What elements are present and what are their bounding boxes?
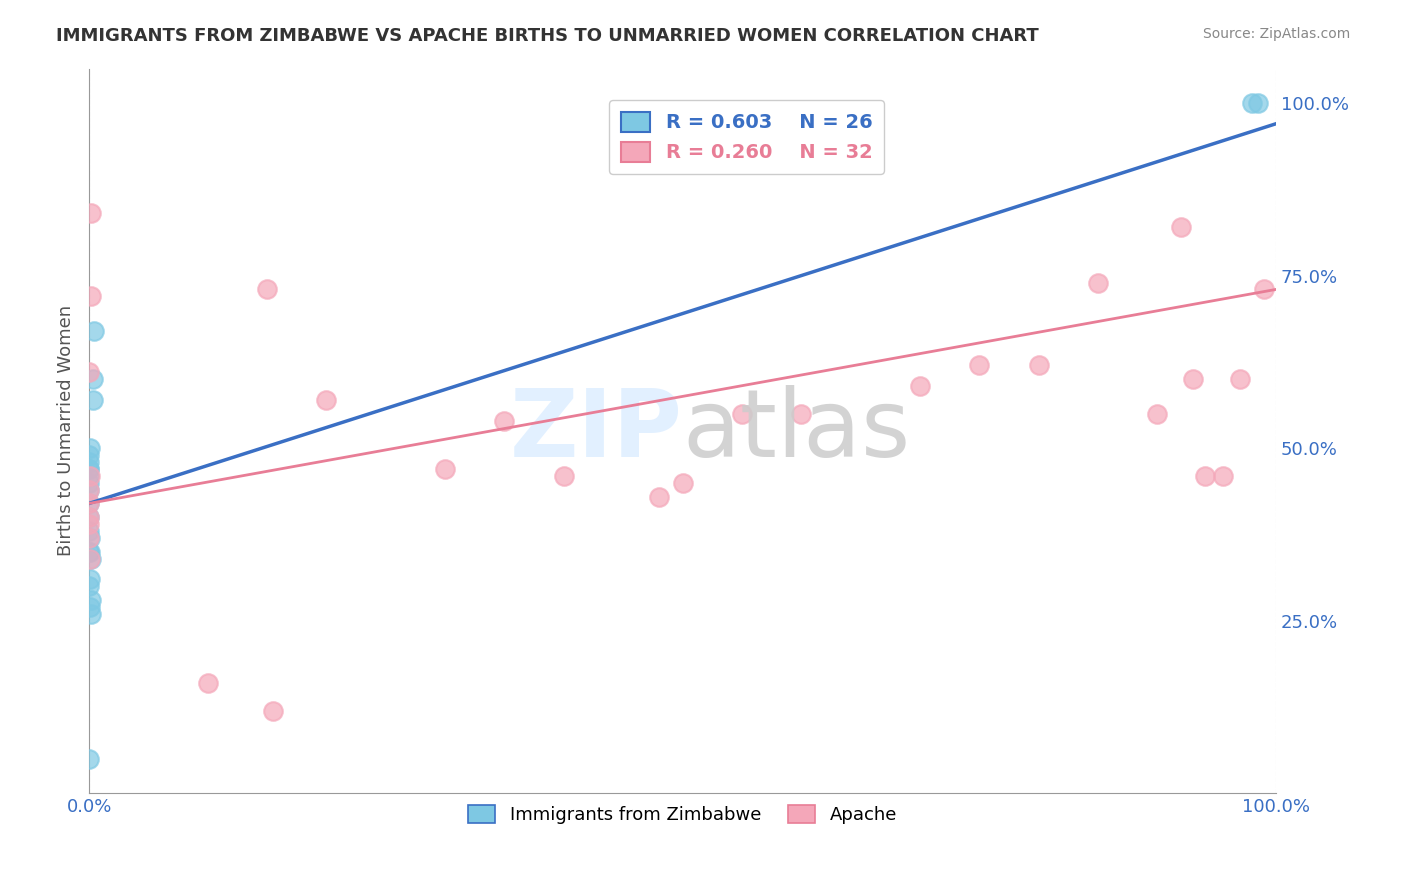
Point bbox=[79, 551, 101, 566]
Point bbox=[1087, 276, 1109, 290]
Point bbox=[1247, 96, 1270, 111]
Point bbox=[967, 359, 990, 373]
Point bbox=[77, 475, 100, 490]
Point bbox=[77, 448, 100, 462]
Point bbox=[77, 510, 100, 524]
Point bbox=[79, 531, 101, 545]
Point bbox=[1194, 468, 1216, 483]
Point bbox=[1146, 407, 1168, 421]
Point bbox=[1229, 372, 1251, 386]
Point bbox=[256, 282, 278, 296]
Point bbox=[434, 462, 457, 476]
Point bbox=[77, 496, 100, 510]
Point bbox=[79, 441, 101, 455]
Text: atlas: atlas bbox=[682, 385, 911, 477]
Point bbox=[77, 462, 100, 476]
Text: ZIP: ZIP bbox=[509, 385, 682, 477]
Point bbox=[80, 551, 103, 566]
Point bbox=[80, 607, 103, 621]
Point bbox=[80, 593, 103, 607]
Point bbox=[494, 414, 516, 428]
Point bbox=[79, 545, 101, 559]
Y-axis label: Births to Unmarried Women: Births to Unmarried Women bbox=[58, 305, 75, 557]
Point bbox=[82, 392, 104, 407]
Point bbox=[731, 407, 754, 421]
Point bbox=[77, 579, 100, 593]
Point bbox=[77, 752, 100, 766]
Point bbox=[315, 392, 337, 407]
Point bbox=[83, 324, 105, 338]
Point bbox=[1181, 372, 1204, 386]
Point bbox=[1241, 96, 1264, 111]
Point bbox=[553, 468, 575, 483]
Point bbox=[77, 483, 100, 497]
Point bbox=[77, 517, 100, 532]
Point bbox=[77, 462, 100, 476]
Text: IMMIGRANTS FROM ZIMBABWE VS APACHE BIRTHS TO UNMARRIED WOMEN CORRELATION CHART: IMMIGRANTS FROM ZIMBABWE VS APACHE BIRTH… bbox=[56, 27, 1039, 45]
Point bbox=[77, 365, 100, 379]
Point bbox=[77, 510, 100, 524]
Point bbox=[908, 379, 931, 393]
Point bbox=[1253, 282, 1275, 296]
Point bbox=[77, 455, 100, 469]
Point bbox=[80, 289, 103, 303]
Point bbox=[1212, 468, 1234, 483]
Point bbox=[1170, 220, 1192, 235]
Point bbox=[1028, 359, 1050, 373]
Point bbox=[79, 572, 101, 586]
Point bbox=[79, 599, 101, 614]
Point bbox=[77, 545, 100, 559]
Legend: Immigrants from Zimbabwe, Apache: Immigrants from Zimbabwe, Apache bbox=[457, 794, 908, 835]
Point bbox=[77, 468, 100, 483]
Point bbox=[77, 524, 100, 538]
Point bbox=[648, 490, 671, 504]
Point bbox=[197, 676, 219, 690]
Point bbox=[77, 496, 100, 510]
Point bbox=[77, 531, 100, 545]
Point bbox=[262, 704, 284, 718]
Point bbox=[80, 206, 103, 220]
Point bbox=[82, 372, 104, 386]
Point bbox=[79, 468, 101, 483]
Point bbox=[671, 475, 693, 490]
Text: Source: ZipAtlas.com: Source: ZipAtlas.com bbox=[1202, 27, 1350, 41]
Point bbox=[790, 407, 813, 421]
Point bbox=[77, 483, 100, 497]
